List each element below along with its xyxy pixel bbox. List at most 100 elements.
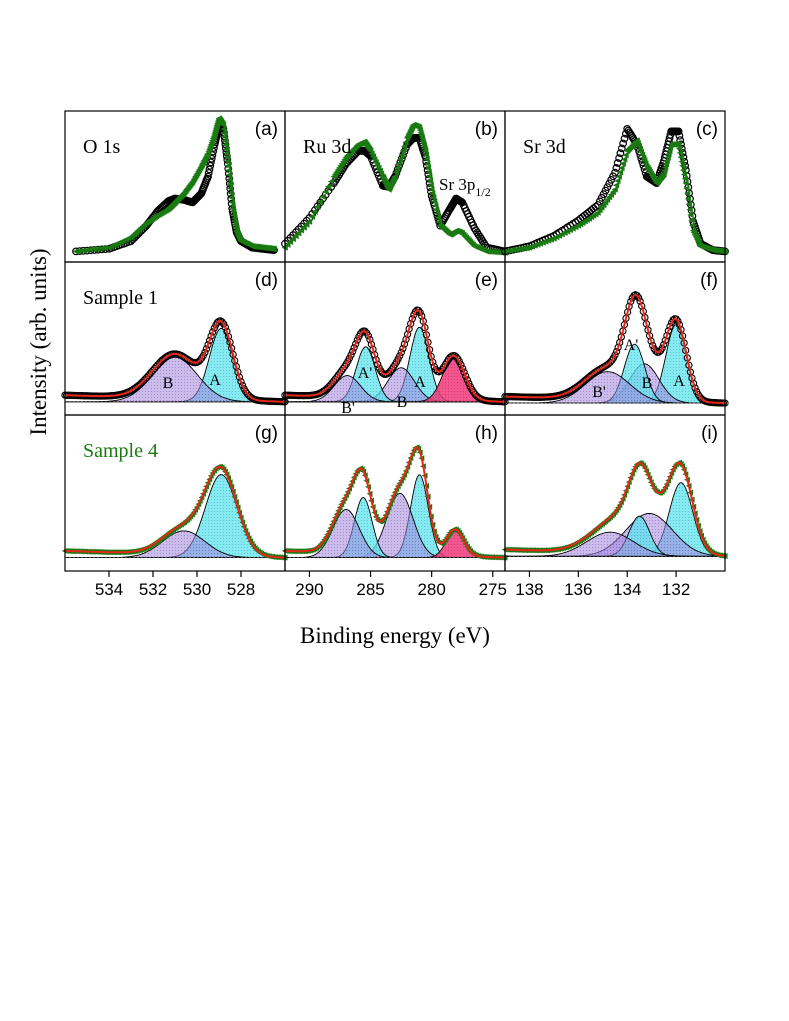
data-point-sample1 (202, 345, 211, 353)
data-point-sample4 (401, 143, 408, 150)
data-point-sample1 (416, 308, 424, 316)
data-point-sample4 (680, 171, 688, 178)
fit-line (64, 465, 285, 559)
data-point-sample4 (684, 190, 691, 197)
data-point-sample4 (223, 153, 231, 161)
data-point-sample4 (621, 156, 628, 163)
data-point-sample4 (622, 151, 629, 159)
data-point-sample4 (399, 147, 406, 154)
panel-title-d: Sample 1 (83, 287, 158, 309)
x-tick-label: 530 (183, 580, 211, 599)
data-point-sample1 (204, 169, 213, 177)
data-point-sample4 (689, 222, 696, 229)
fit-line (505, 461, 726, 557)
data-point-sample4 (402, 139, 409, 146)
data-point-sample4 (688, 217, 695, 224)
data-point-sample4 (292, 232, 299, 240)
panel-i-plot (501, 459, 728, 559)
data-point-sample1 (204, 172, 212, 181)
data-point-sample4 (224, 157, 231, 165)
data-point-sample4 (427, 182, 434, 189)
peak-label-ap: A' (624, 337, 639, 354)
data-point-sample4 (225, 171, 233, 179)
data-point-sample4 (517, 245, 525, 252)
data-point-sample1 (374, 360, 382, 368)
peak-label-a: A (209, 372, 221, 389)
data-point-sample1 (201, 348, 209, 357)
data-point-sample1 (660, 340, 668, 349)
data-point-sample4 (83, 246, 90, 254)
data-point-sample4 (684, 195, 692, 203)
data-point-sample1 (396, 352, 404, 360)
peak-label-bp: B' (341, 400, 355, 417)
data-point-sample4 (431, 198, 438, 205)
data-point-sample1 (649, 341, 657, 350)
data-point-sample4 (395, 160, 402, 167)
data-point-sample4 (94, 245, 101, 252)
data-point-sample1 (207, 332, 215, 340)
data-point-sample1 (399, 344, 407, 353)
data-point-sample1 (205, 336, 214, 345)
peak-label-a: A (673, 373, 685, 390)
data-point-sample4 (314, 203, 321, 210)
data-point-sample4 (435, 218, 443, 225)
data-point-sample4 (425, 169, 432, 176)
panel-a-frame (64, 110, 286, 263)
x-tick-label: 280 (417, 580, 445, 599)
panel-g-plot (61, 463, 288, 561)
data-point-sample1 (634, 294, 643, 302)
data-point-sample4 (306, 218, 313, 225)
data-point-sample4 (327, 178, 334, 185)
data-point-sample4 (613, 182, 620, 189)
data-point-sample4 (220, 125, 227, 133)
data-point-sample4 (504, 247, 511, 255)
data-point-sample4 (308, 213, 315, 220)
data-point-sample1 (350, 344, 358, 352)
fit-line (504, 293, 726, 405)
data-point-sample4 (422, 151, 429, 159)
x-tick-label: 275 (479, 580, 507, 599)
data-point-sample4 (223, 149, 230, 157)
data-point-sample4 (284, 241, 291, 248)
panel-title-a: O 1s (83, 136, 120, 158)
panel-title-c: Sr 3d (523, 136, 566, 158)
data-point-sample1 (347, 351, 355, 359)
x-tick-label: 285 (356, 580, 384, 599)
data-point-sample1 (348, 347, 357, 356)
panel-tag-h: (h) (475, 423, 498, 444)
panel-title-g: Sample 4 (83, 440, 158, 462)
data-point-sample4 (618, 164, 625, 172)
peak-label-b: B (163, 375, 174, 392)
data-point-sample1 (465, 379, 473, 388)
data-point-sample4 (523, 244, 530, 252)
data-point-sample4 (222, 141, 229, 149)
panel-d-plot (61, 317, 289, 406)
data-point-sample4 (434, 214, 442, 221)
data-point-sample1 (458, 364, 467, 373)
panel-i-frame (504, 414, 726, 572)
data-point-sample1 (221, 323, 229, 331)
data-point-sample4 (398, 151, 405, 159)
data-point-sample4 (423, 156, 430, 163)
data-point-sample1 (674, 127, 683, 136)
data-point-sample4 (222, 137, 229, 145)
panel-e-plot (281, 306, 509, 406)
data-point-sample1 (237, 377, 245, 386)
x-tick-label: 132 (662, 580, 690, 599)
data-point-sample4 (676, 149, 683, 157)
data-point-sample4 (225, 167, 232, 174)
data-point-sample1 (205, 165, 214, 174)
fit-line (284, 446, 505, 559)
data-point-sample4 (221, 129, 228, 137)
data-point-sample4 (90, 246, 98, 253)
data-point-sample1 (206, 161, 215, 170)
panel-f-plot (501, 291, 729, 407)
data-point-sample1 (462, 372, 470, 380)
panel-note-sub: 1/2 (475, 185, 490, 199)
data-point-sample4 (79, 247, 87, 254)
data-point-sample4 (611, 186, 618, 193)
data-point-sample4 (300, 224, 307, 231)
data-point-sample4 (685, 201, 692, 208)
data-point-sample4 (72, 248, 79, 255)
data-point-sample4 (226, 180, 233, 188)
